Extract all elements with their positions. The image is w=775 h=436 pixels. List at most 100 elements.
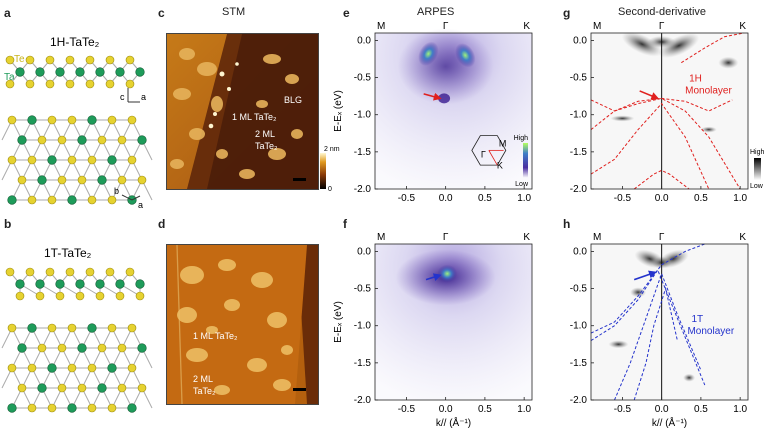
- stm-c-1ml-label: 1 ML TaTe₂: [232, 112, 277, 122]
- band-arrow: [639, 90, 660, 100]
- panel-letter-a: a: [4, 6, 11, 20]
- ta-atom: [55, 67, 65, 77]
- te-atom: [87, 155, 97, 165]
- stm-image-d: 1 ML TaTe₂ 2 ML TaTe₂: [166, 244, 319, 405]
- panel-letter-c: c: [158, 6, 165, 20]
- panel-letter-e: e: [343, 6, 350, 20]
- te-atom: [107, 195, 117, 205]
- stm-d-1ml-label: 1 ML TaTe₂: [193, 331, 238, 341]
- ta-atom: [107, 363, 117, 373]
- y-tick-label: -0.5: [354, 73, 372, 84]
- bz-label-k: K: [497, 160, 503, 170]
- te-atom: [77, 383, 87, 393]
- bz-label-m: M: [499, 138, 507, 148]
- x-tick-label: 0.0: [439, 193, 453, 204]
- intensity-spot: [610, 115, 635, 122]
- te-atom: [27, 155, 37, 165]
- colorbar-max: 2 nm: [324, 146, 340, 153]
- gray-legend-low: Low: [750, 183, 764, 190]
- arpes-legend-low: Low: [515, 181, 529, 188]
- stm-title: STM: [222, 6, 246, 18]
- te-atom: [45, 267, 55, 277]
- ta-label: Ta: [4, 72, 15, 83]
- y-tick-label: -1.5: [354, 147, 372, 158]
- h-side-view: [5, 55, 145, 89]
- band-label-phase: 1H: [689, 73, 702, 84]
- arpes-legend-high: High: [514, 135, 529, 142]
- axis-c-label: c: [120, 92, 125, 102]
- calculated-band-3: [633, 286, 678, 401]
- ta-atom: [75, 279, 85, 289]
- ta-atom: [127, 403, 137, 413]
- panel-letter-b: b: [4, 217, 12, 231]
- scale-bar-d: [293, 388, 306, 391]
- calculated-band-2: [590, 102, 710, 190]
- calculated-band-1: [590, 97, 741, 190]
- te-atom: [47, 323, 57, 333]
- te-atom: [117, 135, 127, 145]
- hs-label-gamma: Γ: [659, 232, 665, 243]
- te-atom: [137, 383, 147, 393]
- te-atom: [117, 383, 127, 393]
- arpes-title: ARPES: [417, 6, 455, 18]
- y-tick-label: -1.0: [354, 321, 372, 332]
- ta-atom: [7, 403, 17, 413]
- ta-atom: [87, 115, 97, 125]
- te-atom: [7, 363, 17, 373]
- axis-a-label: a: [141, 92, 146, 102]
- ta-atom: [97, 175, 107, 185]
- ta-atom: [95, 279, 105, 289]
- ta-atom: [47, 155, 57, 165]
- x-tick-label: 0.5: [694, 193, 708, 204]
- panel-letter-g: g: [563, 6, 571, 20]
- calculated-band-2: [614, 272, 702, 401]
- te-atom: [77, 175, 87, 185]
- te-atom: [125, 79, 135, 89]
- ta-atom: [37, 175, 47, 185]
- y-tick-label: -2.0: [570, 184, 588, 195]
- arpes-intensity: [397, 28, 494, 105]
- ta-atom: [37, 383, 47, 393]
- intensity-spot: [658, 33, 700, 58]
- te-atom: [5, 79, 15, 89]
- ta-atom: [27, 323, 37, 333]
- ta-atom: [35, 67, 45, 77]
- y-tick-label: -1.0: [570, 321, 588, 332]
- te-atom: [95, 291, 105, 301]
- x-tick-label: 0.5: [694, 404, 708, 415]
- ta-atom: [35, 279, 45, 289]
- x-tick-label: -0.5: [398, 193, 416, 204]
- y-tick-label: -1.5: [354, 358, 372, 369]
- te-atom: [17, 175, 27, 185]
- x-tick-label: 0.5: [478, 193, 492, 204]
- te-atom: [57, 343, 67, 353]
- blue-arrow: [425, 273, 442, 281]
- calculated-band-1: [590, 268, 706, 386]
- hs-label-gamma: Γ: [443, 232, 449, 243]
- y-tick-label: -0.5: [570, 73, 588, 84]
- te-atom: [105, 267, 115, 277]
- panel-f: 0.0 -0.5 -1.0 -1.5 -2.0 -0.5 0.0 0.5 1.0 M Γ K E-Eₓ …: [333, 232, 533, 429]
- y-tick-label: -0.5: [570, 284, 588, 295]
- ta-atom: [137, 343, 147, 353]
- te-atom: [25, 267, 35, 277]
- te-atom: [35, 291, 45, 301]
- hs-label-m: M: [593, 21, 601, 32]
- plot-frame: [374, 243, 533, 401]
- ta-atom: [95, 67, 105, 77]
- te-atom: [107, 323, 117, 333]
- panel-letter-d: d: [158, 217, 166, 231]
- ta-atom: [17, 343, 27, 353]
- ta-atom: [77, 343, 87, 353]
- bz-path-k: [488, 150, 498, 166]
- te-atom: [127, 155, 137, 165]
- x-tick-label: -0.5: [398, 404, 416, 415]
- te-atom: [115, 291, 125, 301]
- ta-atom: [67, 195, 77, 205]
- hs-label-k: K: [523, 232, 530, 243]
- hs-label-k: K: [739, 21, 746, 32]
- hs-label-gamma: Γ: [659, 21, 665, 32]
- second-derivative-title: Second-derivative: [618, 6, 707, 18]
- plot-frame: [590, 32, 749, 190]
